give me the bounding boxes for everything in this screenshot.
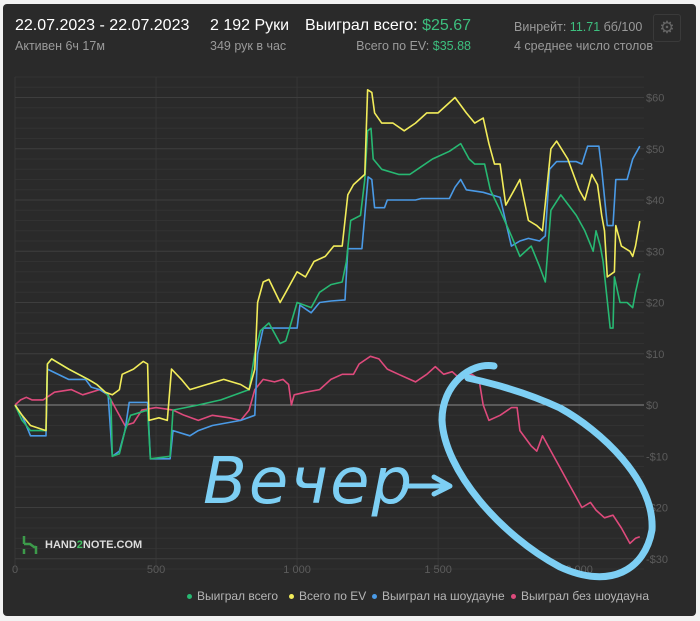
legend-dot [289,594,294,600]
hand2note-logo: HAND2NOTE.COM [22,535,142,555]
legend-dot [372,594,377,600]
hands-per-hour: 349 рук в час [210,39,287,53]
y-tick-label: -$30 [646,554,668,566]
ev-total: Всего по EV: $35.88 [356,39,471,53]
y-tick-label: $50 [646,144,664,156]
y-tick-label: $20 [646,298,664,310]
y-tick-label: $40 [646,195,664,207]
date-range: 22.07.2023 - 22.07.2023 [15,17,190,34]
winrate-value: 11.71 [569,20,601,34]
x-tick-label: 1 500 [424,564,452,576]
x-tick-label: 500 [147,564,165,576]
y-tick-label: $60 [646,93,664,105]
y-tick-label: -$10 [646,451,668,463]
y-tick-label: $0 [646,400,658,412]
legend-item-showdown[interactable]: Выиграл на шоудауне [372,589,505,603]
x-tick-label: 0 [12,564,18,576]
series-line-1 [14,89,641,432]
annotation-arrow [402,474,453,497]
active-time: Активен 6ч 17м [15,39,105,53]
legend-item-ev-total[interactable]: Всего по EV [289,589,366,603]
legend-item-won-total[interactable]: Выиграл всего [187,589,278,603]
hands-count: 2 192 Руки [210,17,290,34]
hand2note-logo-text: HAND2NOTE.COM [45,539,143,551]
annotation-ellipse [438,362,656,581]
avg-tables: 4 среднее число столов [514,39,654,53]
won-total-label: Выиграл всего: [305,17,418,34]
series-line-2 [14,145,641,460]
gear-icon[interactable]: ⚙ [653,14,681,42]
y-tick-label: $30 [646,246,664,258]
x-tick-label: 1 000 [283,564,311,576]
series-line-3 [14,355,641,545]
legend-dot [187,594,192,600]
legend-item-non-showdown[interactable]: Выиграл без шоудауна [511,589,649,603]
y-tick-label: $10 [646,349,664,361]
winrate-label: Винрейт: [514,20,567,34]
stats-panel [3,4,696,616]
winrate-unit: бб/100 [603,20,643,34]
ev-total-label: Всего по EV: [356,39,430,53]
won-total: Выиграл всего: $25.67 [305,17,471,35]
winrate: Винрейт: 11.71 бб/100 [514,20,642,34]
annotation-text: Вечер [203,445,414,519]
legend-dot [511,594,516,600]
hand2note-logo-icon [22,536,38,554]
ev-total-value: $35.88 [432,39,471,53]
won-total-value: $25.67 [422,17,471,34]
